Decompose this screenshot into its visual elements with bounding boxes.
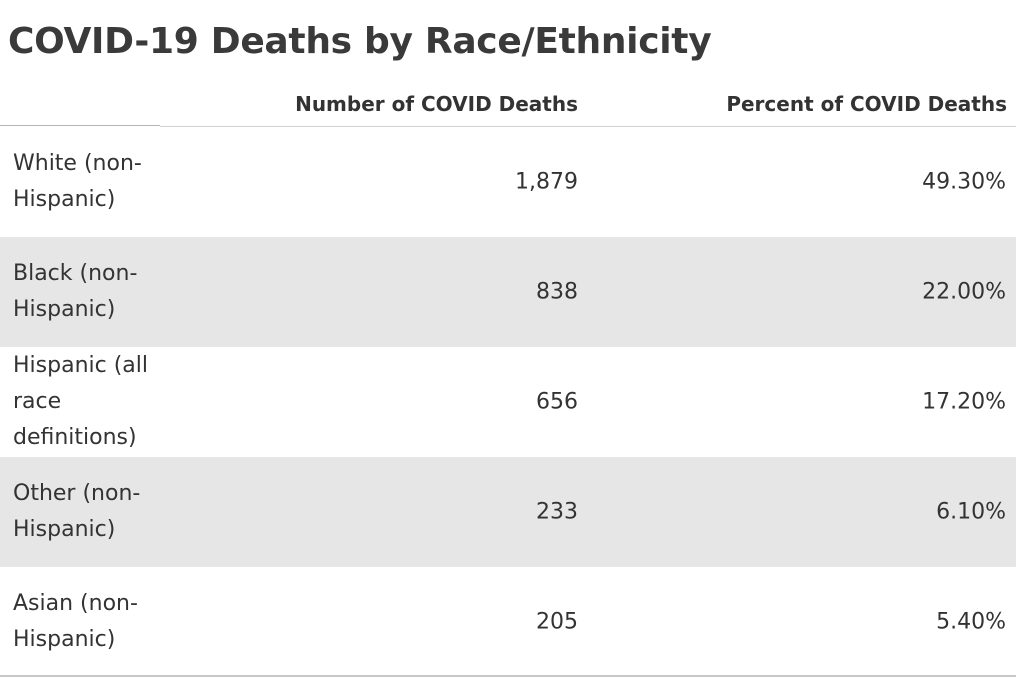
header-divider-right [160, 126, 1016, 127]
death-count-cell: 656 [536, 389, 578, 415]
column-header-deaths: Number of COVID Deaths [295, 92, 578, 116]
row-label: Hispanic (all race definitions) [13, 353, 148, 450]
table-row: Hispanic (all race definitions) 656 17.2… [0, 347, 1016, 457]
death-count-cell: 233 [536, 499, 578, 525]
header-divider-left [0, 125, 160, 126]
table-row: White (non-Hispanic) 1,879 49.30% [0, 127, 1016, 237]
death-count-cell: 205 [536, 609, 578, 635]
table-header: Number of COVID Deaths Percent of COVID … [0, 86, 1016, 127]
table-row: Asian (non-Hispanic) 205 5.40% [0, 567, 1016, 677]
percent-cell: 5.40% [936, 609, 1006, 635]
table-row: Black (non-Hispanic) 838 22.00% [0, 237, 1016, 347]
percent-cell: 17.20% [922, 389, 1006, 415]
table-row: Other (non-Hispanic) 233 6.10% [0, 457, 1016, 567]
row-label: Asian (non-Hispanic) [13, 591, 138, 652]
percent-cell: 22.00% [922, 279, 1006, 305]
table-body: White (non-Hispanic) 1,879 49.30% Black … [0, 127, 1016, 677]
row-label: White (non-Hispanic) [13, 151, 142, 212]
table-bottom-border [0, 675, 1016, 677]
chart-title: COVID-19 Deaths by Race/Ethnicity [8, 21, 712, 62]
row-label: Black (non-Hispanic) [13, 261, 138, 322]
death-count-cell: 1,879 [515, 169, 578, 195]
death-count-cell: 838 [536, 279, 578, 305]
row-label: Other (non-Hispanic) [13, 481, 141, 542]
percent-cell: 49.30% [922, 169, 1006, 195]
column-header-percent: Percent of COVID Deaths [726, 92, 1007, 116]
percent-cell: 6.10% [936, 499, 1006, 525]
